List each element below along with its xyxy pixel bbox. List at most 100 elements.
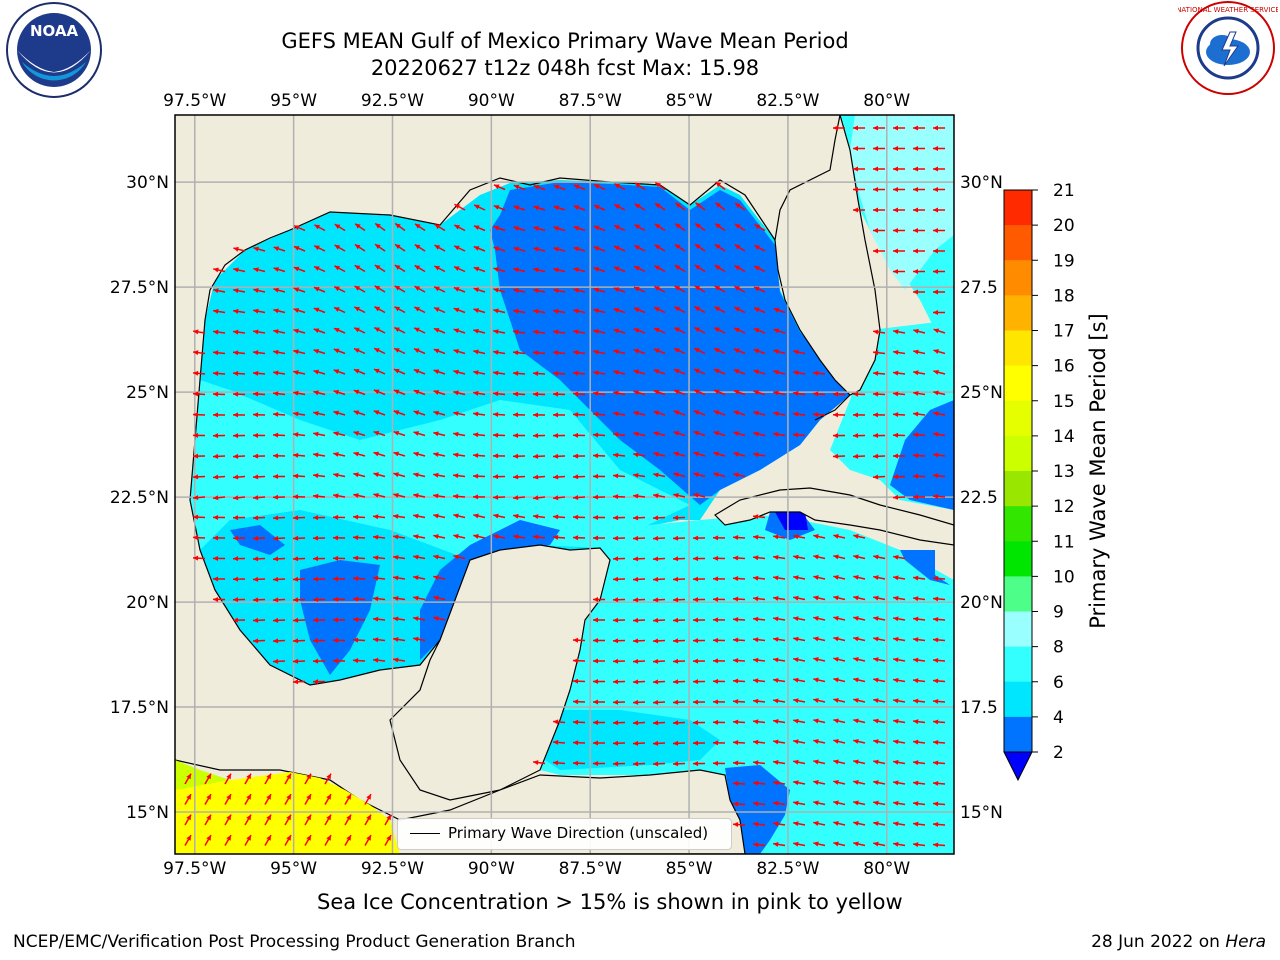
wave-arrow <box>304 793 312 805</box>
wave-arrow <box>264 773 272 785</box>
wave-arrow <box>695 202 706 211</box>
wave-arrow <box>532 350 546 356</box>
wave-arrow <box>312 638 326 644</box>
wave-arrow <box>873 207 885 213</box>
wave-arrow <box>833 656 846 662</box>
wave-arrow <box>793 821 806 827</box>
wave-arrow <box>853 698 866 703</box>
wave-arrow <box>384 834 392 846</box>
carib-east-blue <box>900 550 950 585</box>
wave-arrow <box>513 267 526 273</box>
wave-arrow <box>633 328 646 334</box>
wave-arrow <box>813 800 826 806</box>
wave-arrow <box>184 814 192 826</box>
wave-arrow <box>932 575 946 581</box>
colorbar-tick-label: 19 <box>1053 251 1075 271</box>
wave-arrow <box>212 350 226 356</box>
wave-arrow <box>513 246 526 252</box>
wave-arrow <box>753 348 766 355</box>
wave-arrow <box>852 391 866 397</box>
wave-arrow <box>212 596 226 602</box>
wave-arrow <box>313 452 326 458</box>
wave-arrow <box>653 472 666 478</box>
wave-arrow <box>692 638 706 644</box>
wave-arrow <box>673 451 686 457</box>
wave-arrow <box>692 617 706 623</box>
wave-arrow <box>512 495 526 501</box>
wave-arrow <box>913 678 926 684</box>
legend-line-sample <box>410 833 440 834</box>
wave-arrow <box>552 391 566 397</box>
wave-arrow <box>812 412 826 418</box>
wave-arrow <box>653 306 666 314</box>
wave-arrow <box>473 245 486 252</box>
wave-arrow <box>613 328 626 334</box>
wave-arrow <box>312 679 326 685</box>
wave-arrow <box>314 224 326 232</box>
wave-arrow <box>334 244 346 252</box>
wave-arrow <box>933 369 946 375</box>
wave-arrow <box>393 368 406 375</box>
wave-arrow <box>593 266 606 273</box>
wave-arrow <box>372 657 386 663</box>
wave-arrow <box>793 534 806 540</box>
wave-arrow <box>364 834 372 846</box>
wave-arrow <box>593 246 606 252</box>
wave-arrow <box>293 328 306 334</box>
colorbar-segment <box>1004 646 1032 683</box>
wave-arrow <box>192 391 206 397</box>
wave-arrow <box>873 616 886 622</box>
wave-arrow <box>754 223 766 232</box>
wave-arrow <box>613 224 626 232</box>
wave-arrow <box>752 780 766 786</box>
footer-credit: NCEP/EMC/Verification Post Processing Pr… <box>13 932 576 952</box>
wave-arrow <box>324 793 332 805</box>
wave-arrow <box>393 472 406 478</box>
lon-tick-top-1: 95°W <box>270 91 317 111</box>
wave-arrow <box>473 534 486 539</box>
wave-arrow <box>373 492 386 498</box>
wave-arrow <box>712 637 726 643</box>
wave-arrow <box>712 678 726 684</box>
wave-arrow <box>752 514 766 520</box>
wave-arrow <box>593 225 606 232</box>
wave-arrow <box>813 841 826 847</box>
wave-arrow <box>593 329 606 334</box>
wave-arrow <box>393 636 406 642</box>
nws-logo-text: NATIONAL WEATHER SERVICE <box>1178 6 1278 14</box>
wave-arrow <box>272 391 286 397</box>
wave-arrow <box>192 474 206 480</box>
wave-arrow <box>732 658 746 664</box>
wave-arrow <box>712 576 726 582</box>
wave-arrow <box>734 244 746 252</box>
wave-arrow <box>264 793 272 805</box>
bahamas-blue <box>890 400 954 510</box>
wave-arrow <box>193 329 206 335</box>
wave-arrow <box>453 328 466 334</box>
wave-arrow <box>773 739 786 745</box>
wave-arrow <box>813 780 826 785</box>
wave-arrow <box>813 616 826 621</box>
wave-arrow <box>872 350 886 356</box>
wave-arrow <box>572 535 586 541</box>
wave-arrow <box>493 329 506 335</box>
wave-arrow <box>813 554 826 560</box>
wave-arrow <box>693 389 706 396</box>
wave-arrow <box>592 432 606 438</box>
florida-coast <box>814 394 851 421</box>
wave-arrow <box>714 202 726 211</box>
wave-arrow <box>693 410 706 416</box>
wave-arrow <box>374 264 386 273</box>
wave-arrow <box>293 245 306 252</box>
wave-arrow <box>592 494 606 500</box>
wave-arrow <box>652 679 666 685</box>
wave-arrow <box>853 636 866 642</box>
wave-arrow <box>712 740 726 746</box>
colorbar-segment <box>1004 471 1032 507</box>
wave-arrow <box>293 224 306 232</box>
lat-tick-left-4: 20°N <box>126 593 169 613</box>
wave-arrow <box>473 390 486 396</box>
wave-arrow <box>313 473 326 479</box>
wave-arrow <box>913 616 926 622</box>
wave-arrow <box>913 289 925 295</box>
